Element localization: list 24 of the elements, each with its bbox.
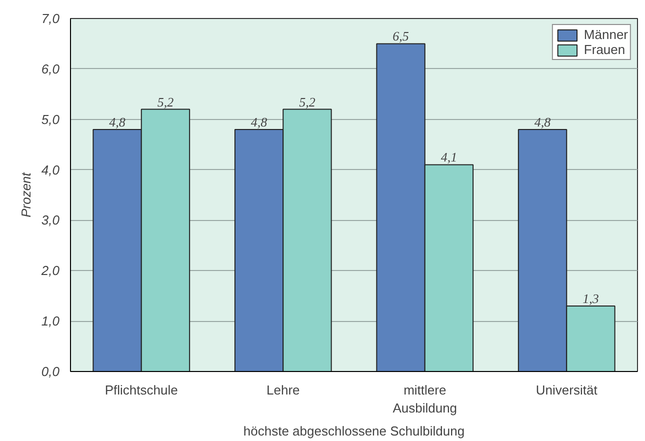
x-tick-label: mittlere Ausbildung bbox=[392, 382, 458, 416]
data-label: 4,8 bbox=[534, 114, 552, 130]
y-tick-label: 4,0 bbox=[41, 162, 60, 178]
x-tick-label: Pflichtschule bbox=[104, 382, 178, 398]
data-label: 4,8 bbox=[109, 114, 126, 130]
y-tick-label: 5,0 bbox=[41, 112, 60, 127]
x-axis-title: höchste abgeschlossene Schulbildung bbox=[243, 424, 465, 438]
y-tick-label: 7,0 bbox=[41, 11, 60, 26]
legend-label: Frauen bbox=[584, 42, 626, 57]
x-tick-label: Lehre bbox=[266, 382, 300, 398]
y-tick-label: 2,0 bbox=[40, 263, 60, 278]
y-tick-label: 3,0 bbox=[41, 212, 60, 228]
y-tick-label: 1,0 bbox=[41, 314, 60, 329]
x-tick-label: Universität bbox=[536, 382, 598, 398]
data-label: 6,5 bbox=[392, 28, 410, 44]
legend-label: Männer bbox=[584, 27, 628, 42]
data-label: 4,8 bbox=[250, 114, 268, 130]
data-label: 5,2 bbox=[299, 94, 316, 110]
data-label: 4,1 bbox=[440, 150, 458, 165]
y-tick-label: 0,0 bbox=[41, 364, 60, 379]
data-label: 5,2 bbox=[157, 94, 174, 110]
y-axis-title: Prozent bbox=[18, 171, 34, 218]
data-label: 1,3 bbox=[582, 290, 600, 306]
y-tick-label: 6,0 bbox=[41, 61, 60, 76]
